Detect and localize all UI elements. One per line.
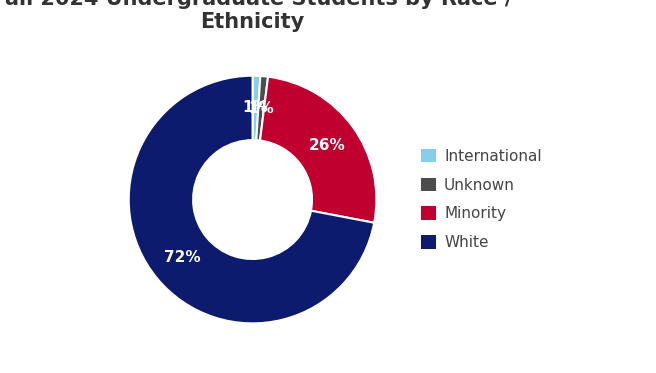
Text: 1%: 1% bbox=[243, 100, 268, 116]
Legend: International, Unknown, Minority, White: International, Unknown, Minority, White bbox=[415, 143, 548, 256]
Wedge shape bbox=[256, 76, 268, 141]
Wedge shape bbox=[253, 76, 260, 140]
Text: 1%: 1% bbox=[249, 101, 274, 116]
Title: Fall 2024 Undergraduate Students by Race /
Ethnicity: Fall 2024 Undergraduate Students by Race… bbox=[0, 0, 513, 32]
Wedge shape bbox=[129, 76, 374, 323]
Wedge shape bbox=[260, 77, 377, 223]
Text: 72%: 72% bbox=[163, 250, 200, 266]
Text: 26%: 26% bbox=[308, 138, 345, 153]
